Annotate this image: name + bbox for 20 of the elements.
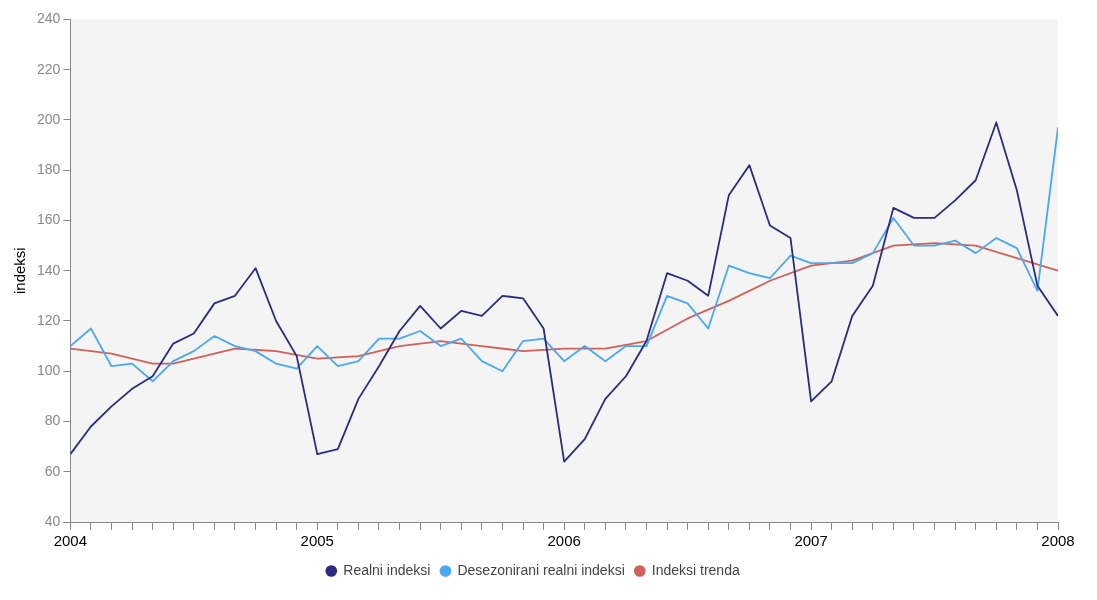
y-tick-label: 60 bbox=[44, 462, 61, 479]
y-tick-label: 100 bbox=[37, 362, 61, 379]
y-tick-label: 220 bbox=[37, 60, 61, 77]
legend-label: Indeksi trenda bbox=[651, 561, 740, 578]
y-tick-label: 80 bbox=[44, 412, 61, 429]
y-tick-label: 200 bbox=[37, 110, 61, 127]
x-tick-label: 2008 bbox=[1041, 532, 1075, 550]
y-tick-label: 180 bbox=[37, 161, 61, 178]
legend-label: Desezonirani realni indeksi bbox=[457, 561, 625, 578]
x-tick-label: 2007 bbox=[794, 532, 828, 550]
y-tick-label: 140 bbox=[37, 261, 61, 278]
y-axis-title: indeksi bbox=[11, 247, 29, 295]
x-tick-label: 2005 bbox=[300, 532, 334, 550]
y-tick-label: 120 bbox=[37, 311, 61, 328]
legend-label: Realni indeksi bbox=[343, 561, 431, 578]
x-tick-label: 2006 bbox=[547, 532, 581, 550]
y-tick-label: 40 bbox=[44, 512, 61, 529]
y-tick-label: 160 bbox=[37, 211, 61, 228]
x-tick-label: 2004 bbox=[53, 532, 88, 550]
y-tick-label: 240 bbox=[37, 10, 61, 27]
